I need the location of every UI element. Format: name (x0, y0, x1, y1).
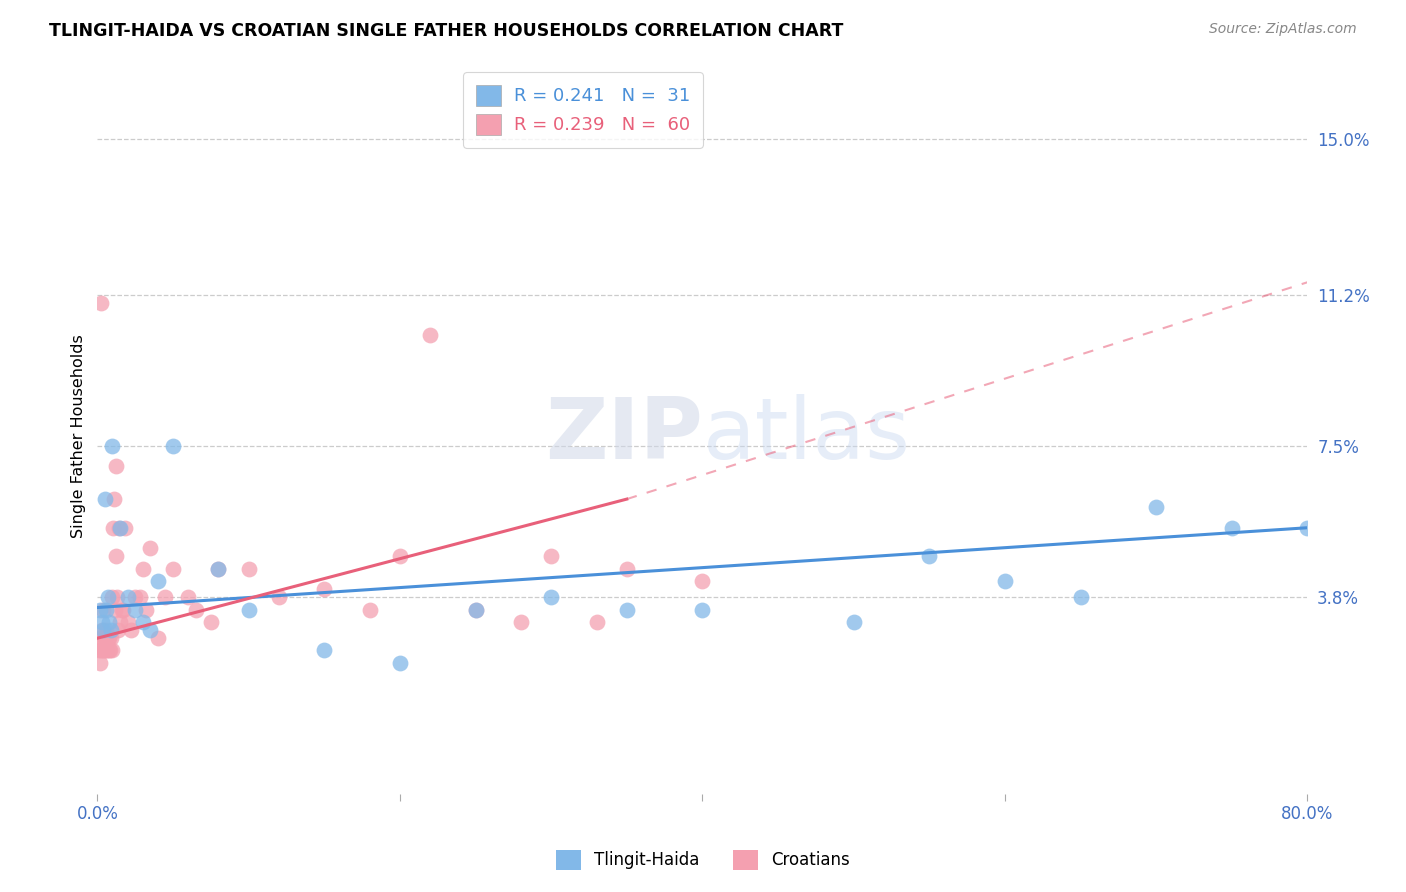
Point (103, 492, 125, 507)
Point (124, 602, 146, 616)
Point (93, 623, 115, 637)
Point (97, 631, 120, 645)
Point (146, 631, 169, 645)
Point (314, 643, 336, 657)
Point (96, 643, 118, 657)
Point (267, 591, 290, 605)
Legend: Tlingit-Haida, Croatians: Tlingit-Haida, Croatians (550, 843, 856, 877)
Point (101, 439, 124, 453)
Text: ZIP: ZIP (544, 394, 703, 477)
Point (994, 574, 1017, 588)
Point (107, 623, 129, 637)
Point (464, 602, 486, 616)
Point (238, 602, 260, 616)
Point (120, 623, 142, 637)
Point (91, 643, 114, 657)
Point (104, 602, 127, 616)
Point (162, 439, 184, 453)
Point (419, 328, 441, 343)
Point (103, 521, 125, 535)
Point (1070, 591, 1092, 605)
Point (100, 623, 122, 637)
Point (108, 615, 131, 629)
Point (104, 549, 127, 564)
Point (94, 631, 117, 645)
Point (96, 623, 118, 637)
Legend: R = 0.241   N =  31, R = 0.239   N =  60: R = 0.241 N = 31, R = 0.239 N = 60 (464, 72, 703, 147)
Point (89, 656, 111, 670)
Point (1220, 521, 1243, 535)
Point (97, 591, 120, 605)
Point (207, 562, 229, 576)
Point (616, 562, 638, 576)
Point (139, 623, 162, 637)
Point (359, 602, 381, 616)
Point (464, 602, 486, 616)
Point (842, 615, 865, 629)
Point (692, 574, 714, 588)
Point (117, 591, 139, 605)
Point (90, 623, 112, 637)
Point (128, 591, 150, 605)
Point (105, 591, 128, 605)
Point (89, 602, 111, 616)
Text: Source: ZipAtlas.com: Source: ZipAtlas.com (1209, 22, 1357, 37)
Point (314, 582, 336, 596)
Point (110, 602, 132, 616)
Point (97, 643, 120, 657)
Point (98, 643, 121, 657)
Point (388, 656, 411, 670)
Point (93, 643, 115, 657)
Point (184, 602, 207, 616)
Point (100, 631, 122, 645)
Point (132, 562, 155, 576)
Point (101, 591, 124, 605)
Point (94, 631, 117, 645)
Point (509, 615, 531, 629)
Point (540, 549, 562, 564)
Point (107, 521, 129, 535)
Point (96, 602, 118, 616)
Text: atlas: atlas (703, 394, 911, 477)
Point (692, 602, 714, 616)
Point (132, 615, 155, 629)
Text: TLINGIT-HAIDA VS CROATIAN SINGLE FATHER HOUSEHOLDS CORRELATION CHART: TLINGIT-HAIDA VS CROATIAN SINGLE FATHER … (49, 22, 844, 40)
Point (162, 562, 184, 576)
Point (388, 549, 411, 564)
Point (94, 643, 117, 657)
Point (918, 549, 941, 564)
Point (105, 459, 128, 474)
Point (616, 602, 638, 616)
Point (207, 562, 229, 576)
Point (94, 492, 117, 507)
Point (87, 643, 110, 657)
Point (238, 562, 260, 576)
Point (200, 615, 222, 629)
Point (91, 602, 114, 616)
Point (124, 591, 146, 605)
Point (114, 521, 136, 535)
Point (108, 521, 131, 535)
Point (135, 602, 157, 616)
Point (98, 631, 121, 645)
Point (93, 631, 115, 645)
Y-axis label: Single Father Households: Single Father Households (72, 334, 86, 538)
Point (90, 615, 112, 629)
Point (90, 295, 112, 310)
Point (98, 615, 121, 629)
Point (139, 541, 162, 556)
Point (112, 602, 135, 616)
Point (89, 631, 111, 645)
Point (1296, 521, 1319, 535)
Point (146, 574, 169, 588)
Point (100, 643, 122, 657)
Point (155, 591, 177, 605)
Point (540, 591, 562, 605)
Point (90, 643, 112, 657)
Point (585, 615, 607, 629)
Point (177, 591, 200, 605)
Point (117, 615, 139, 629)
Point (1144, 500, 1167, 515)
